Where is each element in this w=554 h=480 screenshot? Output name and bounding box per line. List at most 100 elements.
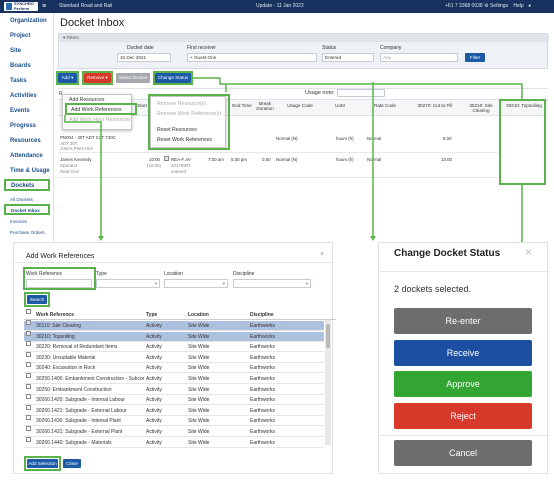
row2-cut-to-fill[interactable]: 10.00 xyxy=(441,157,452,162)
sidebar-item-dockets[interactable]: Dockets xyxy=(11,183,35,189)
cds-title: Change Docket Status xyxy=(394,248,501,259)
synchro-logo[interactable]: SYNCHRO Perform xyxy=(4,1,38,11)
company-select[interactable]: Any xyxy=(380,53,458,62)
menu-reset-work-references[interactable]: Reset Work References xyxy=(157,137,212,143)
cell-type: Activity xyxy=(146,333,162,340)
row2-end2[interactable]: 5:30 pm xyxy=(231,157,247,162)
row2-end[interactable]: 7:00 am xyxy=(208,157,224,162)
awr-table-row[interactable]: 30250: Embankment Construction Activity Si… xyxy=(24,383,324,395)
filter-button[interactable]: Filter xyxy=(465,53,485,62)
awr-table-row[interactable]: 30210: Topsoiling Activity Site Wide Earthw… xyxy=(24,330,324,342)
row2-ref-checkbox[interactable] xyxy=(164,156,171,162)
type-filter[interactable]: ▾ xyxy=(96,279,160,288)
row2-ref[interactable]: REA-F..IK- xyxy=(171,157,192,162)
change-status-button[interactable]: Change Status xyxy=(155,73,191,83)
awr-label-type: Type xyxy=(96,271,107,277)
add-button[interactable]: Add ▾ xyxy=(58,73,77,83)
sidebar-item-tasks[interactable]: Tasks xyxy=(10,78,27,84)
cell-location: Site Wide xyxy=(188,333,210,340)
cell-discipline: Earthworks xyxy=(250,323,276,329)
work-reference-filter[interactable] xyxy=(26,279,92,288)
sidebar-subitem-invoices[interactable]: Invoices xyxy=(10,219,27,224)
awr-table-row[interactable]: 30260.1440: Subgrade - Materials Activity… xyxy=(24,436,324,448)
sidebar-item-time-usage[interactable]: Time & Usage xyxy=(10,168,50,174)
close-button[interactable]: Close xyxy=(63,459,81,468)
menu-icon[interactable]: ≡ xyxy=(42,3,47,10)
col-break-duration: Break Duration xyxy=(256,101,274,111)
cell-discipline: Earthworks xyxy=(250,376,276,382)
sidebar-item-boards[interactable]: Boards xyxy=(10,63,31,69)
reject-button[interactable]: Reject xyxy=(394,403,532,429)
remove-button[interactable]: Remove ▾ xyxy=(84,73,111,83)
sidebar-item-progress[interactable]: Progress xyxy=(10,123,37,129)
cancel-button[interactable]: Cancel xyxy=(394,440,532,466)
awr-table-row[interactable]: 30110: Site Clearing Activity Site Wide Ear… xyxy=(24,320,324,331)
gear-icon[interactable]: ⚙ xyxy=(484,3,490,9)
row1-uom[interactable]: hours (h) xyxy=(336,136,354,141)
sidebar-item-activities[interactable]: Activities xyxy=(10,93,37,99)
menu-remove-resources[interactable]: Remove Resource(s) xyxy=(157,101,207,107)
awr-table-row[interactable]: 30260.1430: Subgrade - Internal Plant Act… xyxy=(24,415,324,427)
search-button[interactable]: Search xyxy=(27,295,47,304)
cell-work-reference: 30240: Excavation in Rock xyxy=(36,365,96,372)
add-selection-button[interactable]: Add Selection xyxy=(27,459,58,468)
awr-table-row[interactable]: 30240: Excavation in Rock Activity Site Wi… xyxy=(24,362,324,374)
awr-scrollbar[interactable] xyxy=(325,320,331,445)
usage-note-input[interactable] xyxy=(337,89,385,97)
awr-scroll-thumb[interactable] xyxy=(326,324,330,348)
sidebar-item-attendance[interactable]: Attendance xyxy=(10,153,43,159)
cell-location: Site Wide xyxy=(188,429,210,435)
sidebar-subitem-all-dockets[interactable]: All Dockets xyxy=(10,197,33,202)
sidebar-item-project[interactable]: Project xyxy=(10,33,31,39)
location-filter[interactable]: ▾ xyxy=(164,279,228,288)
col-topsoiling: 30210: Topsoiling xyxy=(506,103,542,108)
cell-location: Site Wide xyxy=(188,439,210,446)
menu-add-work-hour-resources[interactable]: Add Work Hour Resources xyxy=(69,117,131,123)
sidebar-item-organization[interactable]: Organization xyxy=(10,18,47,24)
menu-add-resources[interactable]: Add Resources xyxy=(69,97,105,103)
first-receiver-field[interactable]: × Guest One xyxy=(187,53,317,62)
discipline-filter[interactable]: ▾ xyxy=(233,279,311,288)
settings-link[interactable]: Settings xyxy=(489,3,509,9)
awr-table-row[interactable]: 30250.1400: Embankment Construction - Su… xyxy=(24,373,324,384)
sidebar-subitem-docket-inbox[interactable]: Docket Inbox xyxy=(11,208,40,213)
cell-discipline: Earthworks xyxy=(250,344,276,351)
docket-date-field[interactable]: 15 Dec 2021 xyxy=(117,53,171,62)
reenter-button[interactable]: Re-enter xyxy=(394,308,532,334)
user-icon[interactable]: ● xyxy=(528,3,532,9)
cds-close-icon[interactable]: × xyxy=(525,245,533,259)
filters-header[interactable]: ▾ Filters xyxy=(59,34,549,42)
row1-cut-to-fill[interactable]: 8.00 xyxy=(443,136,452,141)
add-dropdown-menu: Add Resources Add Work References Add Wo… xyxy=(62,94,132,130)
awr-table-row[interactable]: 30220: Removal of Redundant Items Activit… xyxy=(24,341,324,353)
account-name[interactable]: Standard Road and Rail xyxy=(59,3,113,9)
approve-button[interactable]: Approve xyxy=(394,371,532,397)
help-link[interactable]: Help xyxy=(513,3,524,9)
row2-docket[interactable]: James Kennedy xyxy=(60,157,92,162)
row1-docket[interactable]: PN004 - 30T ADT CAT 730C xyxy=(60,135,116,140)
awr-table-row[interactable]: 30260.1431: Subgrade - External Plant Act… xyxy=(24,426,324,437)
awr-close-icon[interactable]: × xyxy=(320,251,325,258)
row1-rate[interactable]: Normal xyxy=(367,136,382,141)
row2-uom[interactable]: hours (h) xyxy=(336,157,354,162)
row1-sub2: John's Plant Hire xyxy=(60,146,94,151)
sidebar-item-site[interactable]: Site xyxy=(10,48,22,54)
menu-add-work-references[interactable]: Add Work References xyxy=(71,107,122,113)
menu-reset-resources[interactable]: Reset Resources xyxy=(157,127,197,133)
sidebar-item-events[interactable]: Events xyxy=(10,108,30,114)
row2-break[interactable]: 0.50 xyxy=(262,157,271,162)
sidebar-subitem-purchase-orders[interactable]: Purchase Orders xyxy=(10,230,45,235)
awr-table-row[interactable]: 30260.1420: Subgrade - Internal Labour Ac… xyxy=(24,394,324,406)
awr-table-row[interactable]: 30260.1421: Subgrade - External Labour Ac… xyxy=(24,404,324,416)
menu-remove-work-references[interactable]: Remove Work Reference(s) xyxy=(157,111,222,117)
row2-rate[interactable]: Normal xyxy=(367,157,382,162)
awr-table-row[interactable]: 30230: Unsuitable Material Activity Site W… xyxy=(24,351,324,363)
receive-button[interactable]: Receive xyxy=(394,340,532,366)
row1-usage[interactable]: Normal (N) xyxy=(276,136,298,141)
cell-type: Activity xyxy=(146,429,162,435)
row2-start[interactable]: 10:00 xyxy=(149,157,160,162)
select-docket-button[interactable]: Select Docket xyxy=(116,73,150,83)
status-select[interactable]: Entered xyxy=(322,53,374,62)
sidebar-item-resources[interactable]: Resources xyxy=(10,138,41,144)
row2-usage[interactable]: Normal (N) xyxy=(276,157,298,162)
